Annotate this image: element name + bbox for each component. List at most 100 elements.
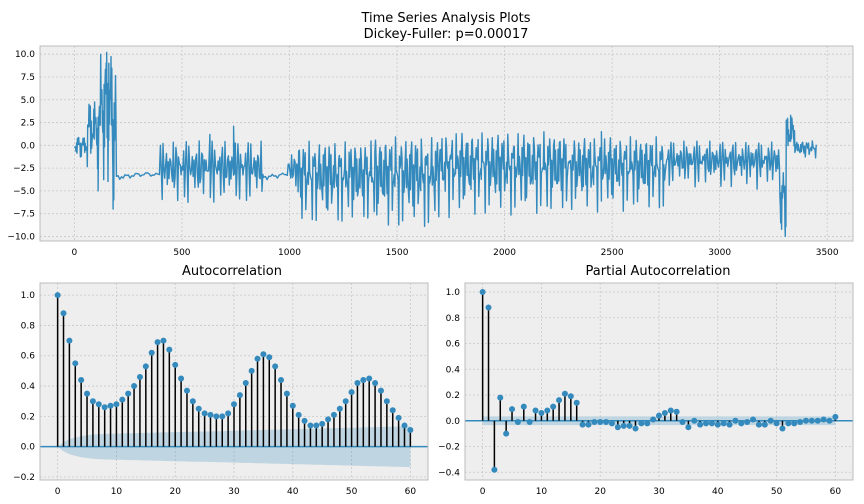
pacf-point [720, 420, 727, 427]
acf-point [113, 401, 120, 408]
pacf-point [614, 424, 621, 431]
timeseries-xtick-label: 2500 [601, 248, 624, 258]
pacf-point [538, 410, 545, 417]
acf-point [231, 401, 237, 408]
pacf-point [750, 416, 757, 423]
pacf-point [755, 421, 762, 428]
figure-title-line2: Dickey-Fuller: p=0.00017 [364, 27, 529, 42]
acf-plot: 0 10 20 30 40 50 60 −0.2 0.0 0.2 0.4 0.6 0.8 1.0 Autoc… [13, 264, 429, 497]
acf-point [289, 402, 296, 409]
pacf-point [744, 419, 751, 426]
pacf-point [608, 420, 615, 427]
timeseries-plot: 0 500 1000 1500 2000 2500 3000 3500 −10.0 −7.5 −5.… [7, 45, 854, 258]
pacf-point [638, 420, 645, 427]
pacf-point [661, 410, 668, 417]
acf-ytick-label: 0.0 [21, 443, 36, 453]
acf-point [207, 411, 214, 418]
acf-point [78, 376, 85, 383]
pacf-point [785, 420, 792, 427]
figure-title-line1: Time Series Analysis Plots [360, 11, 530, 26]
pacf-point [779, 425, 786, 432]
acf-point [313, 422, 320, 429]
acf-point [307, 422, 314, 429]
acf-xtick-label: 40 [287, 487, 299, 497]
timeseries-ytick-label: 2.5 [21, 119, 35, 129]
pacf-point [797, 419, 804, 426]
pacf-point [691, 417, 698, 424]
timeseries-xtick-label: 500 [173, 248, 190, 258]
acf-point [325, 416, 332, 423]
pacf-ytick-label: −0.2 [438, 443, 460, 453]
pacf-point [573, 399, 580, 406]
acf-point [372, 380, 379, 387]
pacf-ytick-label: −0.4 [438, 468, 460, 478]
pacf-ytick-label: 1.0 [446, 288, 461, 298]
acf-point [178, 375, 185, 382]
pacf-frame [464, 282, 854, 481]
acf-xtick-label: 60 [405, 487, 417, 497]
pacf-point [761, 421, 768, 428]
acf-xtick-label: 0 [55, 487, 61, 497]
pacf-point [591, 419, 598, 426]
pacf-point [767, 417, 774, 424]
timeseries-xtick-label: 2000 [493, 248, 516, 258]
acf-point [401, 422, 408, 429]
pacf-point [520, 403, 527, 410]
acf-point [330, 411, 337, 418]
pacf-plot: 0 10 20 30 40 50 60 −0.4 −0.2 0.0 0.2 0.4 0.6 0.8 1.0 P… [438, 264, 854, 497]
pacf-point [714, 421, 721, 428]
pacf-point [585, 421, 592, 428]
acf-point [225, 410, 232, 417]
pacf-point [556, 397, 563, 404]
pacf-point [667, 407, 674, 414]
pacf-point [597, 419, 604, 426]
timeseries-ytick-label: 5.0 [21, 96, 36, 106]
pacf-point [626, 422, 633, 429]
acf-point [136, 373, 143, 380]
pacf-point [491, 466, 498, 473]
acf-ytick-label: −0.2 [13, 473, 35, 483]
acf-point [377, 387, 384, 394]
acf-point [54, 292, 61, 299]
pacf-point [567, 393, 574, 400]
pacf-point [620, 422, 627, 429]
acf-point [189, 398, 196, 405]
acf-point [201, 410, 208, 417]
pacf-point [497, 394, 504, 401]
pacf-point [650, 416, 657, 423]
acf-ytick-label: 0.8 [21, 321, 36, 331]
acf-point [236, 392, 243, 399]
timeseries-xtick-label: 3500 [816, 248, 839, 258]
acf-point [66, 337, 73, 344]
pacf-title: Partial Autocorrelation [586, 264, 731, 279]
pacf-point [732, 417, 739, 424]
acf-point [101, 404, 108, 411]
pacf-xtick-label: 30 [653, 487, 665, 497]
acf-point [72, 360, 79, 367]
pacf-point [561, 390, 568, 397]
pacf-point [579, 421, 586, 428]
pacf-point [673, 408, 680, 415]
acf-point [195, 405, 202, 412]
acf-point [301, 417, 308, 424]
pacf-point [703, 420, 710, 427]
pacf-point [814, 417, 821, 424]
acf-point [107, 402, 114, 409]
acf-point [278, 376, 285, 383]
pacf-point [503, 430, 510, 437]
timeseries-xtick-label: 3000 [708, 248, 731, 258]
pacf-point [526, 419, 533, 426]
pacf-point [826, 417, 833, 424]
acf-point [142, 363, 149, 370]
acf-point [160, 337, 167, 344]
acf-xtick-label: 50 [346, 487, 358, 497]
pacf-point [656, 412, 662, 419]
pacf-point [544, 407, 551, 414]
pacf-point [603, 419, 610, 426]
timeseries-ytick-label: −2.5 [13, 164, 35, 174]
acf-xtick-label: 10 [111, 487, 123, 497]
pacf-xtick-label: 0 [480, 487, 486, 497]
acf-point [389, 407, 396, 414]
pacf-xtick-label: 40 [712, 487, 724, 497]
acf-point [154, 339, 161, 346]
